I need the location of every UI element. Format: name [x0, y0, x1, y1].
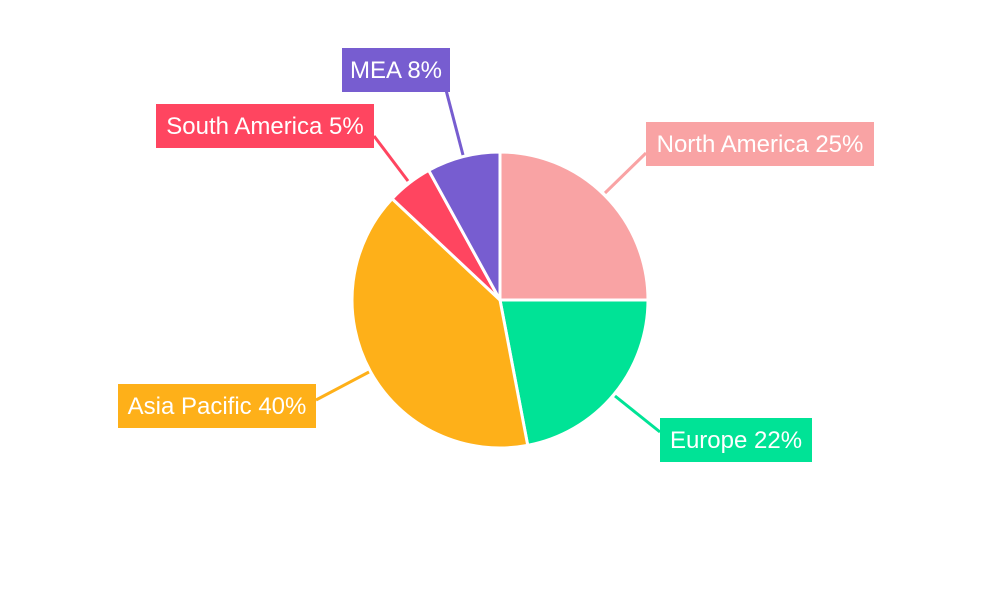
data-label-box [342, 48, 450, 92]
pie-slice-europe[interactable] [498, 298, 650, 448]
data-label: Europe 22% [670, 427, 802, 454]
pie-slice-asia-pacific[interactable] [350, 196, 530, 450]
data-label: MEA 8% [350, 57, 442, 84]
data-label-box [118, 384, 316, 428]
data-label-box [156, 104, 374, 148]
data-label: South America 5% [166, 113, 363, 140]
label-connector [444, 89, 465, 156]
data-label-box [660, 418, 812, 462]
label-connector [372, 135, 410, 182]
pie-slice-mea[interactable] [426, 150, 502, 301]
data-label: North America 25% [657, 131, 864, 158]
label-connector [315, 370, 370, 402]
data-label-box [646, 122, 874, 166]
label-connector [614, 394, 661, 434]
label-connector [603, 151, 648, 195]
pie-slice-north-america[interactable] [498, 150, 650, 302]
data-label: Asia Pacific 40% [128, 393, 307, 420]
